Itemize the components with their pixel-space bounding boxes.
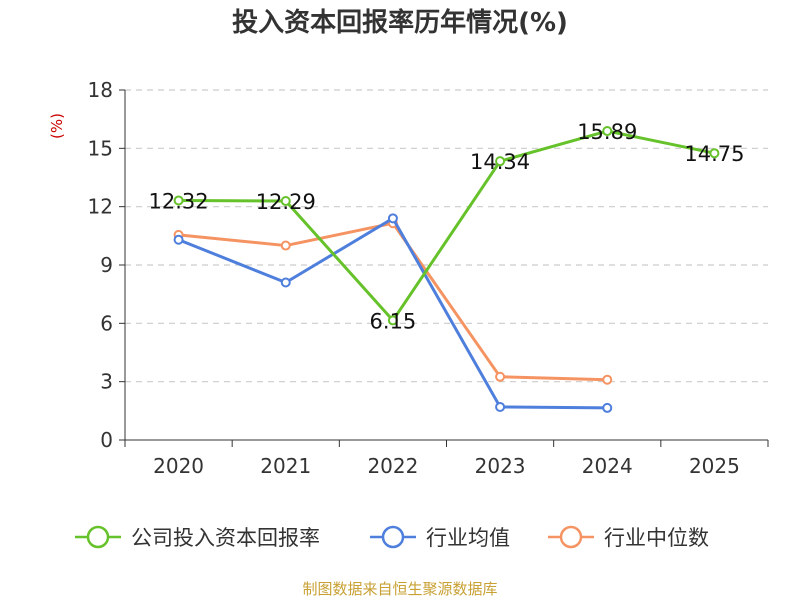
legend-swatch-marker bbox=[381, 525, 405, 549]
data-point bbox=[495, 371, 506, 382]
data-point bbox=[709, 148, 720, 159]
data-point bbox=[602, 374, 613, 385]
y-tick-label: 0 bbox=[100, 428, 113, 452]
x-tick-label: 2024 bbox=[582, 454, 633, 478]
legend[interactable]: 公司投入资本回报率 行业均值 行业中位数 bbox=[75, 525, 709, 550]
legend-item[interactable]: 行业中位数 bbox=[548, 525, 709, 550]
grid-lines bbox=[125, 89, 768, 383]
source-note: 制图数据来自恒生聚源数据库 bbox=[302, 580, 498, 598]
y-tick-label: 9 bbox=[100, 253, 113, 277]
data-label: 15.89 bbox=[577, 120, 637, 144]
y-tick-label: 18 bbox=[88, 78, 113, 102]
axes: 0 3 6 9 12 15 18 2020 2021 2022 2023 2024 2025 bbox=[88, 78, 769, 478]
data-label: 14.75 bbox=[684, 142, 744, 166]
data-point bbox=[387, 315, 398, 326]
legend-item[interactable]: 公司投入资本回报率 bbox=[75, 525, 320, 550]
x-tick-label: 2023 bbox=[475, 454, 526, 478]
data-point bbox=[173, 195, 184, 206]
y-tick-label: 3 bbox=[100, 370, 113, 394]
data-point bbox=[495, 401, 506, 412]
x-tick-label: 2021 bbox=[260, 454, 311, 478]
data-label: 12.32 bbox=[149, 189, 209, 213]
legend-item[interactable]: 行业均值 bbox=[370, 525, 510, 550]
data-label: 12.29 bbox=[256, 190, 316, 214]
x-tick-label: 2020 bbox=[153, 454, 204, 478]
x-tick-label: 2022 bbox=[367, 454, 418, 478]
data-point bbox=[602, 402, 613, 413]
y-tick-label: 12 bbox=[88, 195, 113, 219]
data-point bbox=[387, 213, 398, 224]
data-label: 6.15 bbox=[370, 309, 417, 333]
series-line bbox=[178, 129, 715, 322]
chart-title: 投入资本回报率历年情况(%) bbox=[232, 8, 568, 38]
series-group bbox=[173, 126, 720, 413]
data-point bbox=[280, 277, 291, 288]
legend-swatch-marker bbox=[86, 525, 110, 549]
data-point bbox=[495, 156, 506, 167]
data-point bbox=[173, 234, 184, 245]
data-point bbox=[280, 196, 291, 207]
data-point bbox=[280, 240, 291, 251]
x-tick-label: 2025 bbox=[689, 454, 740, 478]
data-point bbox=[602, 126, 613, 137]
data-labels: 12.32 12.29 6.15 14.34 15.89 14.75 bbox=[149, 120, 745, 333]
data-label: 14.34 bbox=[470, 150, 530, 174]
legend-swatch-marker bbox=[559, 525, 583, 549]
legend-label: 行业中位数 bbox=[604, 526, 709, 550]
y-tick-label: 6 bbox=[100, 311, 113, 335]
y-tick-label: 15 bbox=[88, 136, 113, 160]
y-axis-unit-label: (%) bbox=[48, 113, 66, 139]
legend-label: 公司投入资本回报率 bbox=[131, 526, 320, 550]
legend-label: 行业均值 bbox=[426, 526, 510, 550]
series-line bbox=[178, 221, 608, 382]
